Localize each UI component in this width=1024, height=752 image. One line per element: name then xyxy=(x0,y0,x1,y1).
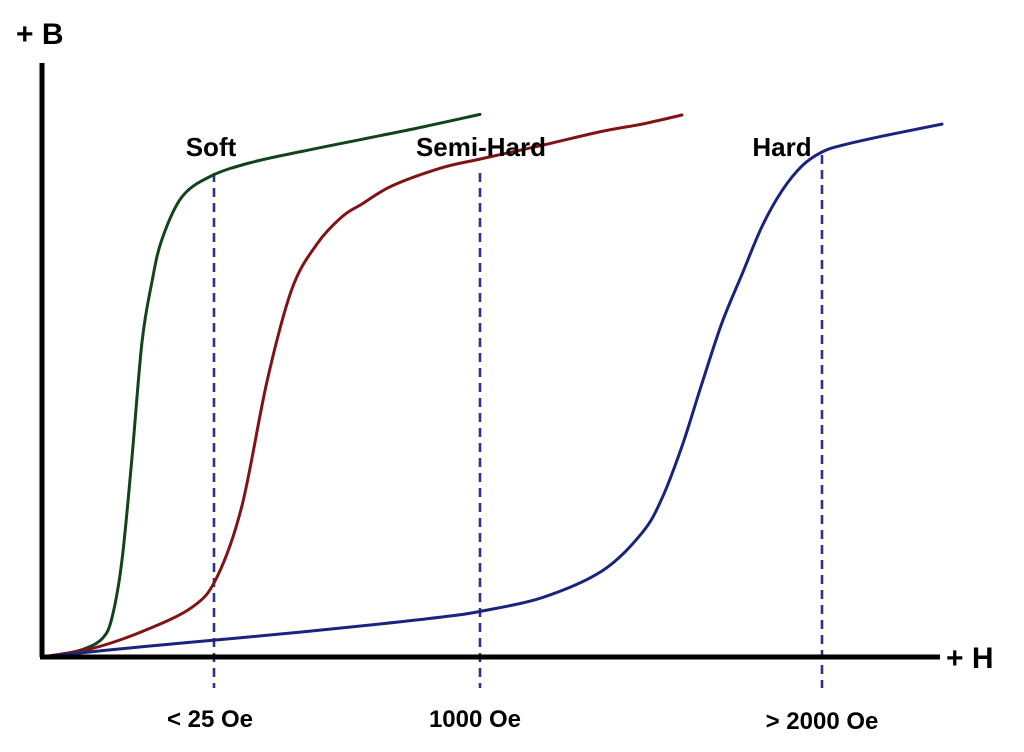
curve-hard xyxy=(40,122,944,659)
tick-label-1000-oe: 1000 Oe xyxy=(429,706,521,733)
y-axis-label: + B xyxy=(16,18,64,51)
curve-label-soft: Soft xyxy=(186,132,237,162)
x-axis-label: + H xyxy=(946,642,994,675)
curve-label-semi-hard: Semi-Hard xyxy=(416,132,546,162)
tick-label-25-oe: < 25 Oe xyxy=(167,706,253,733)
curve-soft xyxy=(40,112,482,659)
tick-label-2000-oe: > 2000 Oe xyxy=(766,708,879,735)
curve-semi-hard xyxy=(40,113,684,659)
curve-label-hard: Hard xyxy=(752,132,811,162)
